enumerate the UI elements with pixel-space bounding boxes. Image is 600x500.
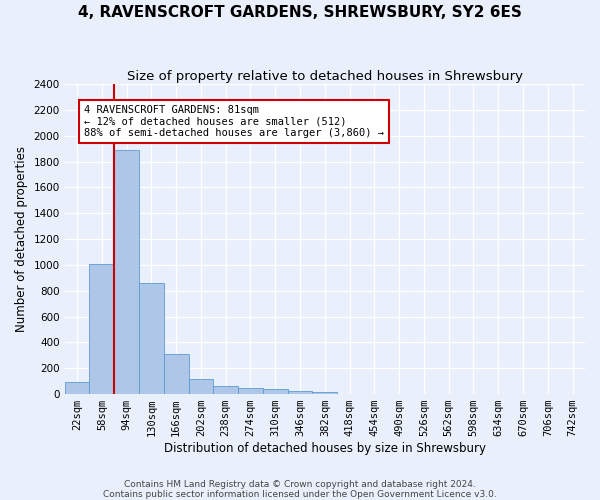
X-axis label: Distribution of detached houses by size in Shrewsbury: Distribution of detached houses by size … [164, 442, 486, 455]
Text: 4, RAVENSCROFT GARDENS, SHREWSBURY, SY2 6ES: 4, RAVENSCROFT GARDENS, SHREWSBURY, SY2 … [78, 5, 522, 20]
Bar [188, 379, 214, 394]
Bar [313, 392, 337, 394]
Text: 4 RAVENSCROFT GARDENS: 81sqm
← 12% of detached houses are smaller (512)
88% of s: 4 RAVENSCROFT GARDENS: 81sqm ← 12% of de… [84, 105, 384, 138]
Bar [65, 382, 89, 394]
Bar [263, 389, 287, 394]
Text: Contains HM Land Registry data © Crown copyright and database right 2024.
Contai: Contains HM Land Registry data © Crown c… [103, 480, 497, 499]
Title: Size of property relative to detached houses in Shrewsbury: Size of property relative to detached ho… [127, 70, 523, 83]
Bar [287, 391, 313, 394]
Bar [164, 354, 188, 394]
Bar [238, 388, 263, 394]
Bar [214, 386, 238, 394]
Y-axis label: Number of detached properties: Number of detached properties [15, 146, 28, 332]
Bar [114, 150, 139, 394]
Bar [139, 283, 164, 394]
Bar [89, 264, 114, 394]
